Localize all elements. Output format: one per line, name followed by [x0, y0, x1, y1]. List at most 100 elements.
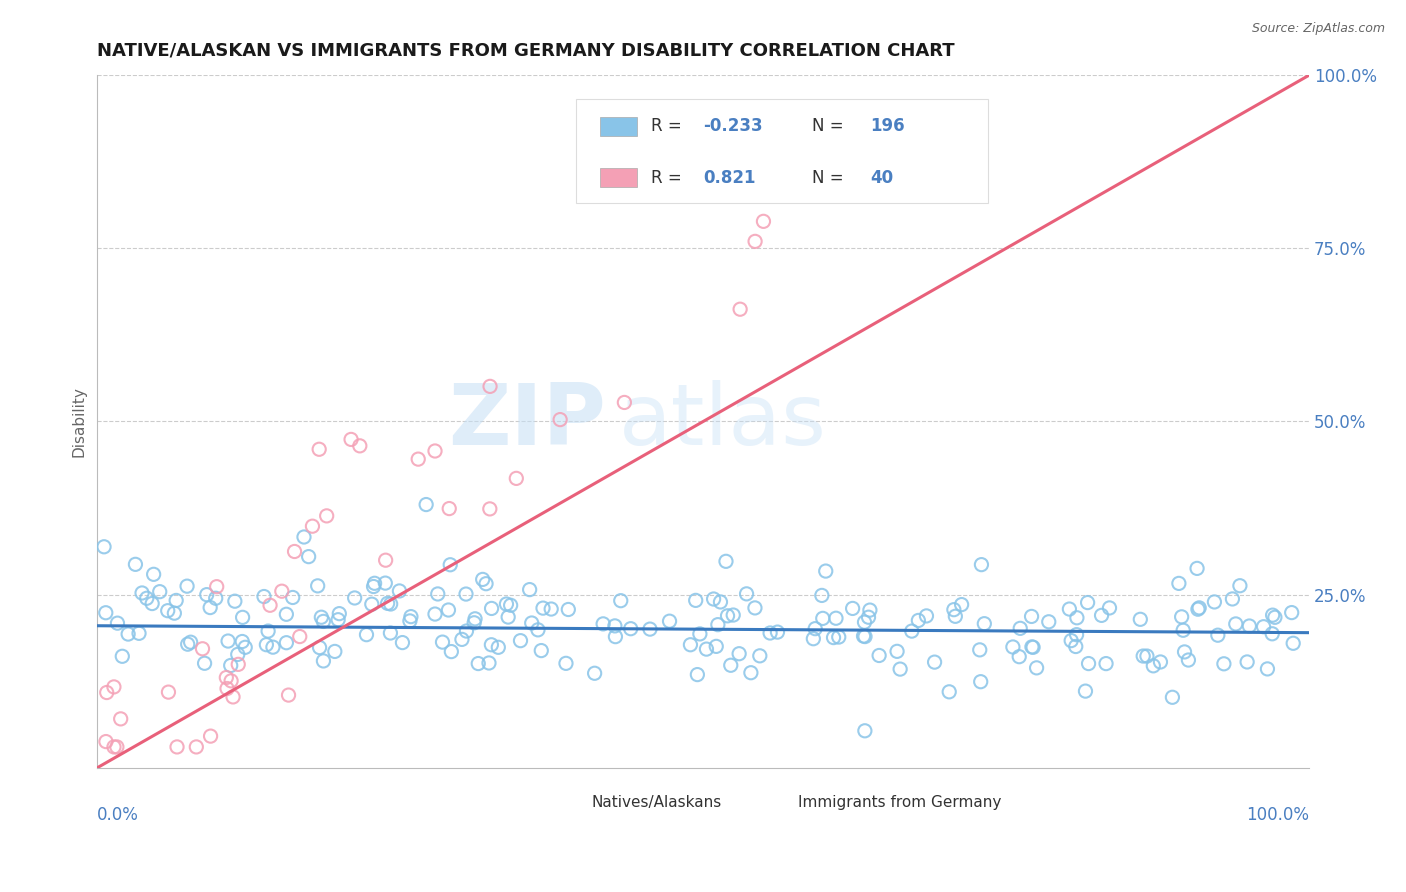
Point: [766, 625, 789, 640]
Point: [915, 608, 938, 623]
Point: [853, 630, 876, 644]
Point: [215, 671, 238, 685]
Point: [94, 606, 117, 620]
Point: [509, 633, 531, 648]
Point: [426, 587, 449, 601]
Point: [752, 214, 775, 228]
Point: [103, 680, 125, 694]
Point: [943, 609, 966, 624]
Text: Immigrants from Germany: Immigrants from Germany: [797, 795, 1001, 810]
Point: [735, 587, 758, 601]
Text: 0.0%: 0.0%: [97, 805, 139, 824]
Text: R =: R =: [651, 118, 688, 136]
Point: [853, 723, 876, 738]
Point: [142, 567, 165, 582]
Point: [1077, 596, 1099, 610]
Point: [973, 616, 995, 631]
Text: 40: 40: [870, 169, 894, 186]
Point: [1229, 579, 1251, 593]
Point: [1206, 628, 1229, 642]
Point: [853, 615, 876, 630]
Point: [388, 584, 411, 599]
Point: [253, 590, 276, 604]
Point: [254, 638, 277, 652]
Point: [1008, 649, 1031, 664]
Point: [970, 674, 993, 689]
Point: [970, 558, 993, 572]
Point: [709, 595, 731, 609]
Point: [505, 471, 527, 485]
Point: [540, 602, 562, 616]
Point: [728, 302, 751, 317]
Point: [360, 597, 382, 611]
Point: [276, 607, 298, 622]
Point: [277, 688, 299, 702]
Point: [811, 589, 834, 603]
Point: [499, 599, 522, 613]
Point: [363, 576, 385, 591]
Point: [801, 632, 824, 646]
Point: [748, 648, 770, 663]
Point: [328, 607, 350, 621]
Point: [519, 582, 541, 597]
Point: [804, 622, 827, 636]
Point: [613, 395, 636, 409]
Point: [451, 632, 474, 647]
Point: [391, 635, 413, 649]
Point: [259, 599, 281, 613]
Point: [308, 442, 330, 457]
Point: [1173, 624, 1195, 638]
Point: [156, 604, 179, 618]
Point: [720, 658, 742, 673]
Point: [340, 433, 363, 447]
Point: [356, 628, 378, 642]
Point: [454, 587, 477, 601]
Point: [276, 636, 298, 650]
Point: [423, 444, 446, 458]
Point: [527, 623, 550, 637]
Point: [117, 627, 139, 641]
Point: [165, 593, 187, 607]
Point: [232, 610, 254, 624]
Point: [1066, 628, 1088, 642]
Point: [638, 622, 661, 636]
FancyBboxPatch shape: [558, 796, 585, 809]
Point: [828, 630, 851, 644]
Text: 100.0%: 100.0%: [1246, 805, 1309, 824]
Point: [823, 631, 845, 645]
Point: [298, 549, 321, 564]
Point: [728, 647, 751, 661]
Point: [1059, 602, 1081, 616]
Point: [737, 147, 759, 161]
Point: [308, 640, 330, 655]
Point: [1090, 608, 1112, 623]
FancyBboxPatch shape: [600, 168, 637, 187]
Point: [440, 644, 463, 658]
Point: [380, 626, 402, 640]
Point: [191, 641, 214, 656]
Point: [1187, 602, 1209, 616]
Point: [198, 600, 221, 615]
Point: [1188, 600, 1211, 615]
Point: [406, 452, 429, 467]
Point: [479, 638, 502, 652]
Point: [226, 657, 249, 672]
Point: [1025, 661, 1047, 675]
Point: [94, 734, 117, 748]
Point: [219, 673, 242, 688]
Point: [301, 519, 323, 533]
Point: [759, 626, 782, 640]
Point: [610, 593, 633, 607]
Point: [257, 624, 280, 638]
Point: [439, 501, 461, 516]
Point: [1173, 645, 1195, 659]
Text: atlas: atlas: [619, 380, 827, 463]
Text: 0.821: 0.821: [703, 169, 755, 186]
Point: [841, 601, 863, 615]
Point: [1074, 684, 1097, 698]
Point: [620, 622, 643, 636]
Point: [686, 667, 709, 681]
Point: [215, 681, 238, 696]
Point: [135, 591, 157, 606]
Point: [105, 739, 128, 754]
